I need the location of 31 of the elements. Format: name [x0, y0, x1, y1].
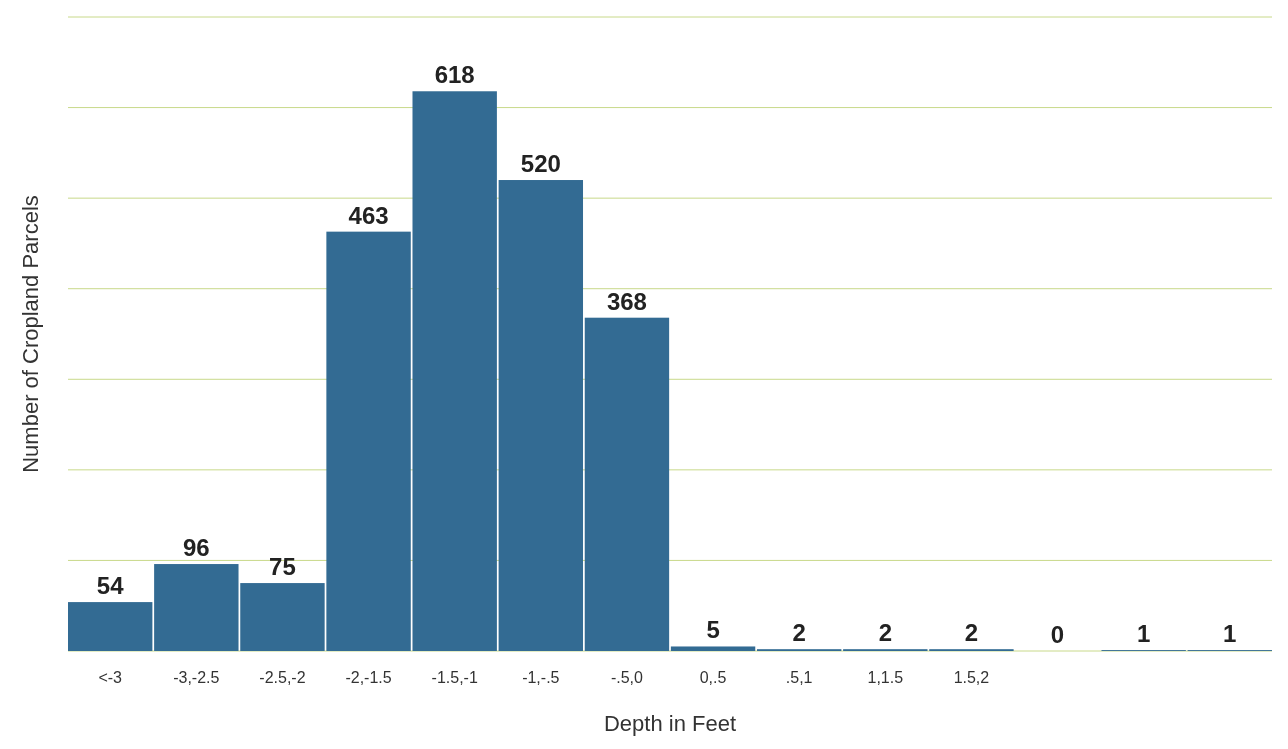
- x-tick-label: 1.5,2: [953, 669, 990, 686]
- x-tick-label: -2,-1.5: [345, 669, 392, 686]
- x-tick-label: -1.5,-1: [431, 669, 478, 686]
- data-label: 1: [1137, 620, 1151, 648]
- data-label: 520: [520, 150, 561, 178]
- bar: [584, 317, 670, 651]
- x-tick-label: 1,1.5: [867, 669, 904, 686]
- data-label: 368: [606, 287, 647, 315]
- data-label: 96: [182, 534, 210, 562]
- x-tick-label: .5,1: [785, 669, 813, 686]
- x-tick-label: -3,-2.5: [173, 669, 220, 686]
- data-label: 463: [348, 201, 389, 229]
- x-tick-label: -.5,0: [610, 669, 644, 686]
- x-tick-label: <-3: [98, 669, 123, 686]
- bar: [670, 646, 756, 651]
- data-label: 2: [792, 619, 806, 647]
- data-label: 0: [1050, 621, 1065, 648]
- data-label: 54: [96, 572, 125, 600]
- x-axis-title: Depth in Feet: [603, 711, 737, 736]
- data-label: 75: [269, 553, 296, 581]
- data-label: 618: [434, 61, 475, 89]
- x-tick-label: -2.5,-2: [259, 669, 306, 686]
- y-axis-title: Number of Cropland Parcels: [18, 195, 43, 473]
- bar: [498, 180, 584, 651]
- data-label: 2: [964, 619, 979, 647]
- data-label: 5: [706, 616, 720, 644]
- x-tick-label: -1,-.5: [522, 669, 560, 686]
- data-label: 2: [878, 619, 892, 647]
- x-tick-label: 0,.5: [699, 669, 727, 686]
- data-label: 1: [1223, 620, 1237, 648]
- bar: [68, 602, 153, 651]
